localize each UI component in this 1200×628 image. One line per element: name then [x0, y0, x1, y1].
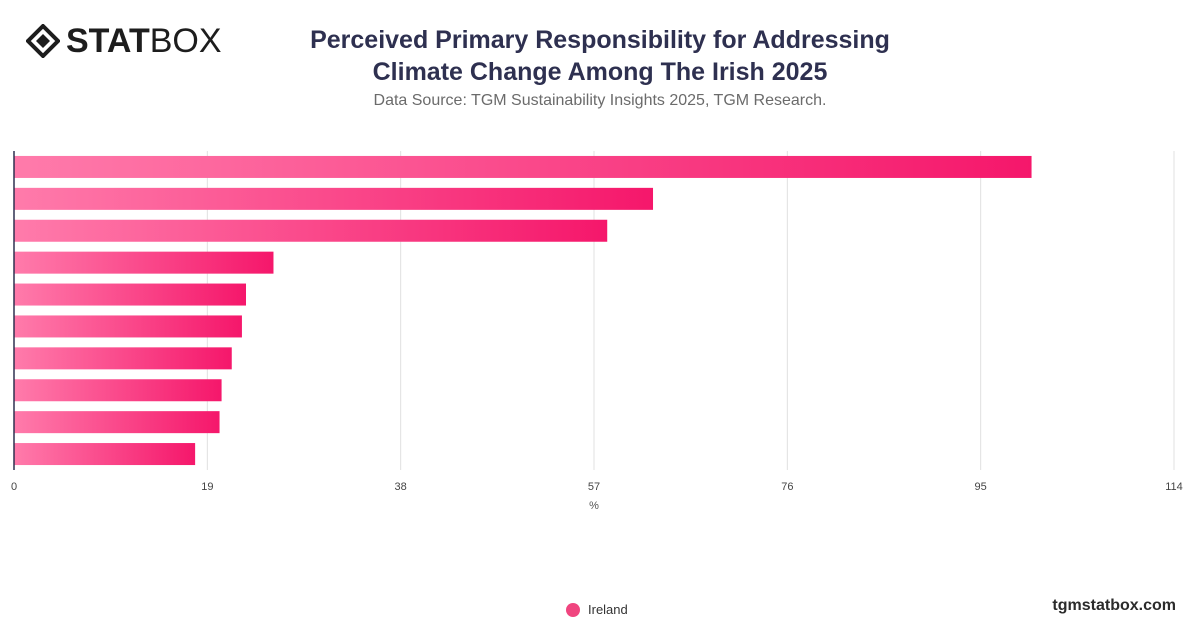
x-tick-label: 114	[1165, 481, 1183, 493]
x-tick-label: 95	[975, 481, 987, 493]
bar-10[interactable]	[14, 443, 196, 466]
chart-title: Perceived Primary Responsibility for Add…	[300, 24, 900, 88]
chart-legend[interactable]: Ireland	[566, 602, 628, 617]
bar-6[interactable]	[14, 315, 242, 338]
x-tick-label: 76	[781, 481, 793, 493]
bar-1[interactable]	[14, 155, 1032, 178]
x-tick-label: 0	[11, 481, 17, 493]
brand-logo: STATBOX	[26, 24, 222, 58]
chart-title-line-1: Perceived Primary Responsibility for Add…	[310, 26, 890, 54]
brand-wordmark: STATBOX	[66, 24, 222, 58]
brand-bold: STAT	[66, 22, 150, 60]
statbox-logo-icon	[26, 24, 60, 58]
bar-4[interactable]	[14, 251, 274, 274]
brand-light: BOX	[149, 22, 222, 60]
legend-marker-ireland	[566, 602, 580, 617]
bar-7[interactable]	[14, 347, 232, 370]
x-tick-label: 57	[588, 481, 600, 493]
footer-site-link[interactable]: tgmstatbox.com	[1052, 597, 1176, 614]
bar-3[interactable]	[14, 219, 608, 242]
bar-2[interactable]	[14, 187, 654, 210]
x-tick-label: 19	[201, 481, 213, 493]
legend-label-ireland: Ireland	[588, 602, 628, 617]
bar-5[interactable]	[14, 283, 246, 306]
x-axis-label: %	[589, 500, 599, 512]
bar-9[interactable]	[14, 411, 220, 434]
x-tick-label: 38	[395, 481, 407, 493]
chart-title-line-2: Climate Change Among The Irish 2025	[372, 58, 828, 86]
bar-8[interactable]	[14, 379, 222, 402]
chart-subtitle: Data Source: TGM Sustainability Insights…	[373, 92, 827, 109]
